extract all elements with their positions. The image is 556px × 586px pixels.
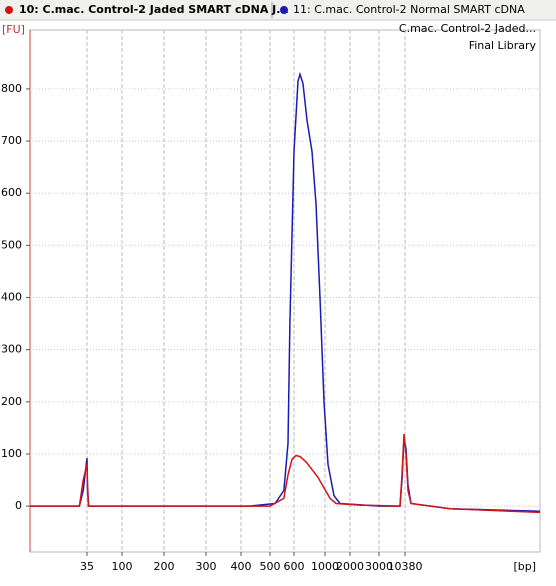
y-axis-label: [FU] bbox=[2, 23, 25, 36]
legend-bar bbox=[0, 0, 556, 20]
y-tick-label: 200 bbox=[1, 395, 22, 408]
y-tick-label: 700 bbox=[1, 134, 22, 147]
legend-dot bbox=[280, 6, 288, 14]
annotation: Final Library bbox=[469, 39, 537, 52]
y-tick-label: 300 bbox=[1, 343, 22, 356]
x-tick-label: 400 bbox=[231, 560, 252, 573]
trace bbox=[30, 434, 541, 514]
y-tick-label: 0 bbox=[15, 499, 22, 512]
y-tick-label: 800 bbox=[1, 82, 22, 95]
y-tick-label: 400 bbox=[1, 291, 22, 304]
x-tick-label: 10380 bbox=[388, 560, 423, 573]
x-tick-label: 600 bbox=[284, 560, 305, 573]
x-tick-label: 100 bbox=[112, 560, 133, 573]
x-tick-label: 500 bbox=[260, 560, 281, 573]
y-tick-label: 500 bbox=[1, 238, 22, 251]
x-tick-label: 200 bbox=[154, 560, 175, 573]
x-tick-label: 300 bbox=[196, 560, 217, 573]
legend-entry[interactable]: 11: C.mac. Control-2 Normal SMART cDNA bbox=[293, 3, 525, 16]
x-tick-label: 35 bbox=[80, 560, 94, 573]
x-tick-label: 1000 bbox=[311, 560, 339, 573]
x-tick-label: 3000 bbox=[365, 560, 393, 573]
annotation: C.mac. Control-2 Jaded... bbox=[399, 22, 536, 35]
legend-entry[interactable]: 10: C.mac. Control-2 Jaded SMART cDNA J.… bbox=[19, 3, 289, 16]
legend-dot bbox=[5, 6, 13, 14]
x-tick-label: 2000 bbox=[336, 560, 364, 573]
y-tick-label: 100 bbox=[1, 447, 22, 460]
y-tick-label: 600 bbox=[1, 186, 22, 199]
plot-area bbox=[29, 29, 541, 553]
x-axis-label: [bp] bbox=[513, 560, 536, 573]
